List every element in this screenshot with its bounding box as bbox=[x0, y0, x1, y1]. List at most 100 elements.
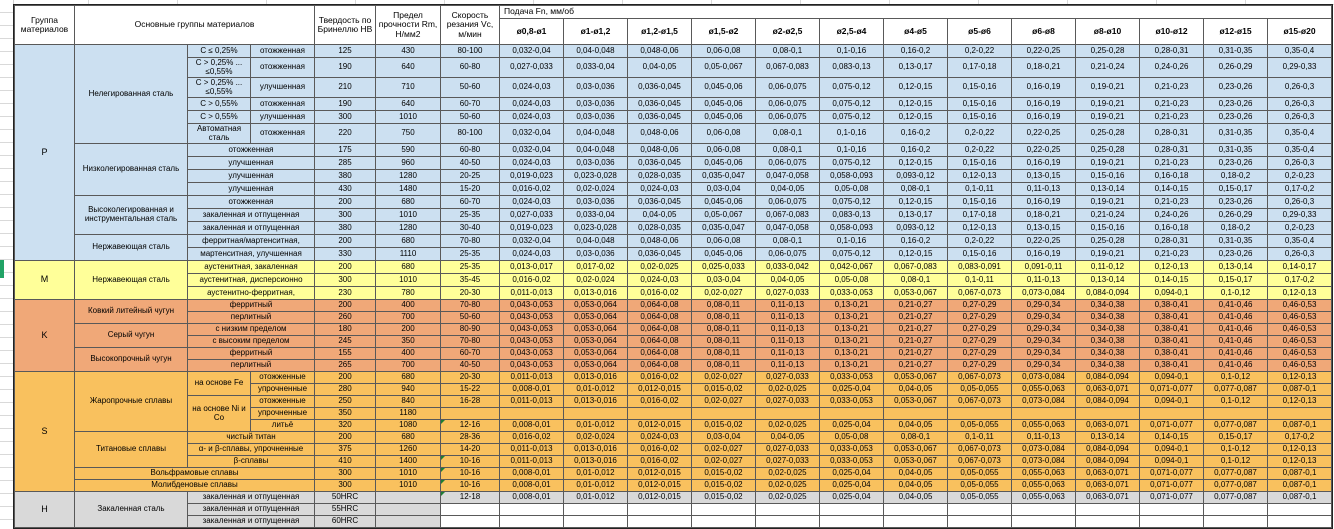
feed-value-cell[interactable]: 0,21-0,24 bbox=[1075, 208, 1140, 222]
feed-value-cell[interactable]: 0,11-0,13 bbox=[755, 323, 820, 336]
feed-value-cell[interactable]: 0,17-0,2 bbox=[1267, 273, 1332, 287]
feed-value-cell[interactable]: 0,033-0,053 bbox=[819, 395, 884, 408]
table-cell[interactable]: 300 bbox=[314, 479, 376, 492]
feed-value-cell[interactable]: 0,05-0,055 bbox=[947, 383, 1012, 396]
table-cell[interactable]: с низким пределом bbox=[187, 323, 315, 336]
table-cell[interactable]: 14-20 bbox=[440, 443, 500, 456]
header-group-materials[interactable]: Группа материалов bbox=[14, 5, 75, 45]
table-cell[interactable]: 25-35 bbox=[440, 260, 500, 274]
feed-value-cell[interactable]: 0,053-0,064 bbox=[563, 323, 628, 336]
feed-value-cell[interactable]: 0,15-0,16 bbox=[947, 195, 1012, 209]
feed-value-cell[interactable] bbox=[1267, 515, 1332, 528]
feed-value-cell[interactable]: 0,03-0,036 bbox=[563, 195, 628, 209]
table-cell[interactable]: 1010 bbox=[375, 273, 441, 287]
feed-value-cell[interactable]: 0,043-0,053 bbox=[499, 347, 564, 360]
feed-value-cell[interactable]: 0,22-0,25 bbox=[1011, 143, 1076, 157]
feed-value-cell[interactable]: 0,1-0,12 bbox=[1203, 371, 1268, 384]
feed-value-cell[interactable]: 0,075-0,12 bbox=[819, 156, 884, 170]
feed-value-cell[interactable]: 0,071-0,077 bbox=[1139, 419, 1204, 432]
table-cell[interactable]: α- и β-сплавы, упрочненные bbox=[187, 443, 315, 456]
group-letter-cell[interactable]: S bbox=[14, 371, 75, 492]
feed-value-cell[interactable]: 0,08-0,11 bbox=[691, 335, 756, 348]
table-cell[interactable] bbox=[375, 491, 441, 504]
feed-value-cell[interactable]: 0,46-0,53 bbox=[1267, 335, 1332, 348]
feed-value-cell[interactable]: 0,087-0,1 bbox=[1267, 479, 1332, 492]
feed-value-cell[interactable]: 0,025-0,033 bbox=[691, 260, 756, 274]
feed-value-cell[interactable] bbox=[691, 503, 756, 516]
feed-value-cell[interactable]: 0,16-0,2 bbox=[883, 234, 948, 248]
feed-value-cell[interactable]: 0,03-0,04 bbox=[691, 431, 756, 444]
table-cell[interactable]: улучшенная bbox=[250, 77, 315, 98]
feed-value-cell[interactable]: 0,29-0,33 bbox=[1267, 57, 1332, 78]
table-cell[interactable]: 35-45 bbox=[440, 273, 500, 287]
feed-value-cell[interactable]: 0,032-0,04 bbox=[499, 44, 564, 58]
table-cell[interactable]: 680 bbox=[375, 234, 441, 248]
header-hardness[interactable]: Твердость по Бринеллю HB bbox=[314, 5, 376, 45]
feed-value-cell[interactable]: 0,41-0,46 bbox=[1203, 335, 1268, 348]
feed-value-cell[interactable]: 0,008-0,01 bbox=[499, 419, 564, 432]
feed-value-cell[interactable]: 0,12-0,15 bbox=[883, 195, 948, 209]
feed-value-cell[interactable]: 0,17-0,2 bbox=[1267, 182, 1332, 196]
table-cell[interactable]: 180 bbox=[314, 323, 376, 336]
feed-value-cell[interactable]: 0,14-0,15 bbox=[1139, 182, 1204, 196]
table-cell[interactable]: 1280 bbox=[375, 221, 441, 235]
table-cell[interactable]: 400 bbox=[375, 299, 441, 312]
feed-value-cell[interactable]: 0,053-0,064 bbox=[563, 335, 628, 348]
feed-value-cell[interactable]: 0,1-0,12 bbox=[1203, 443, 1268, 456]
feed-value-cell[interactable]: 0,025-0,04 bbox=[819, 419, 884, 432]
feed-value-cell[interactable]: 0,08-0,1 bbox=[755, 123, 820, 144]
feed-value-cell[interactable]: 0,047-0,058 bbox=[755, 169, 820, 183]
feed-value-cell[interactable]: 0,08-0,1 bbox=[755, 44, 820, 58]
feed-value-cell[interactable]: 0,11-0,13 bbox=[755, 299, 820, 312]
table-cell[interactable]: 25-35 bbox=[440, 247, 500, 261]
table-cell[interactable]: чистый титан bbox=[187, 431, 315, 444]
table-cell[interactable]: 200 bbox=[314, 299, 376, 312]
feed-value-cell[interactable]: 0,03-0,04 bbox=[691, 273, 756, 287]
feed-value-cell[interactable]: 0,21-0,27 bbox=[883, 311, 948, 324]
table-cell[interactable]: 190 bbox=[314, 97, 376, 111]
feed-value-cell[interactable]: 0,064-0,08 bbox=[627, 299, 692, 312]
feed-value-cell[interactable]: 0,13-0,21 bbox=[819, 347, 884, 360]
feed-value-cell[interactable]: 0,05-0,055 bbox=[947, 467, 1012, 480]
feed-value-cell[interactable]: 0,055-0,063 bbox=[1011, 479, 1076, 492]
feed-value-cell[interactable]: 0,08-0,1 bbox=[883, 182, 948, 196]
feed-value-cell[interactable]: 0,027-0,033 bbox=[755, 371, 820, 384]
table-cell[interactable]: 680 bbox=[375, 195, 441, 209]
feed-value-cell[interactable]: 0,043-0,053 bbox=[499, 299, 564, 312]
feed-value-cell[interactable]: 0,075-0,12 bbox=[819, 77, 884, 98]
feed-value-cell[interactable]: 0,41-0,46 bbox=[1203, 359, 1268, 372]
feed-value-cell[interactable]: 0,2-0,23 bbox=[1267, 169, 1332, 183]
feed-value-cell[interactable]: 0,16-0,19 bbox=[1011, 195, 1076, 209]
feed-value-cell[interactable]: 0,025-0,04 bbox=[819, 479, 884, 492]
feed-value-cell[interactable]: 0,03-0,036 bbox=[563, 97, 628, 111]
feed-value-cell[interactable]: 0,067-0,073 bbox=[947, 286, 1012, 300]
feed-value-cell[interactable]: 0,22-0,25 bbox=[1011, 234, 1076, 248]
feed-value-cell[interactable]: 0,058-0,093 bbox=[819, 221, 884, 235]
table-cell[interactable]: отожженная bbox=[250, 57, 315, 78]
feed-value-cell[interactable]: 0,12-0,15 bbox=[883, 247, 948, 261]
feed-value-cell[interactable]: 0,024-0,03 bbox=[627, 273, 692, 287]
table-cell[interactable]: ферритный bbox=[187, 347, 315, 360]
feed-value-cell[interactable]: 0,012-0,015 bbox=[627, 479, 692, 492]
feed-value-cell[interactable] bbox=[1203, 503, 1268, 516]
feed-value-cell[interactable]: 0,11-0,13 bbox=[1011, 431, 1076, 444]
feed-value-cell[interactable]: 0,16-0,19 bbox=[1011, 97, 1076, 111]
table-cell[interactable]: улучшенная bbox=[187, 182, 315, 196]
feed-value-cell[interactable]: 0,27-0,29 bbox=[947, 347, 1012, 360]
feed-value-cell[interactable]: 0,15-0,16 bbox=[947, 110, 1012, 124]
feed-value-cell[interactable]: 0,12-0,13 bbox=[947, 221, 1012, 235]
table-cell[interactable]: 260 bbox=[314, 311, 376, 324]
header-diameter-range[interactable]: ø5-ø6 bbox=[947, 18, 1012, 45]
feed-value-cell[interactable]: 0,027-0,033 bbox=[499, 57, 564, 78]
feed-value-cell[interactable]: 0,053-0,067 bbox=[883, 443, 948, 456]
feed-value-cell[interactable]: 0,02-0,024 bbox=[563, 431, 628, 444]
feed-value-cell[interactable]: 0,013-0,016 bbox=[563, 286, 628, 300]
feed-value-cell[interactable]: 0,12-0,13 bbox=[947, 169, 1012, 183]
feed-value-cell[interactable]: 0,048-0,06 bbox=[627, 234, 692, 248]
feed-value-cell[interactable]: 0,14-0,17 bbox=[1267, 260, 1332, 274]
feed-value-cell[interactable]: 0,14-0,15 bbox=[1139, 273, 1204, 287]
feed-value-cell[interactable]: 0,16-0,19 bbox=[1011, 247, 1076, 261]
feed-value-cell[interactable]: 0,02-0,027 bbox=[691, 455, 756, 468]
feed-value-cell[interactable]: 0,08-0,1 bbox=[755, 143, 820, 157]
table-cell[interactable]: 680 bbox=[375, 431, 441, 444]
